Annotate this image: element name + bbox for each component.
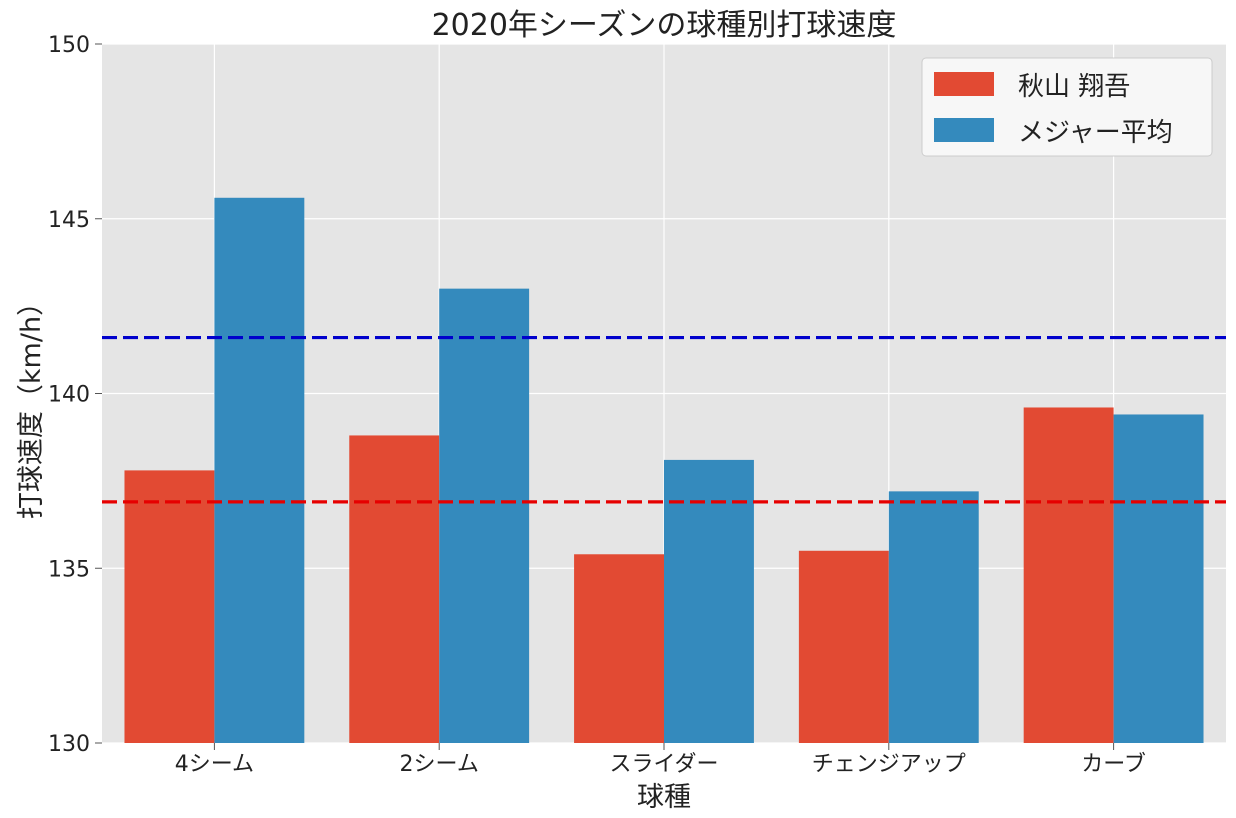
bar-league-average [439, 288, 530, 743]
legend-swatch [934, 72, 994, 96]
legend-label: メジャー平均 [1018, 118, 1173, 148]
bars [124, 197, 1204, 743]
legend-swatch [934, 118, 994, 142]
bar-player [349, 435, 440, 743]
bar-player [798, 550, 889, 743]
y-tick-label: 135 [48, 557, 90, 582]
bar-league-average [888, 491, 979, 743]
bar-player [574, 554, 664, 743]
legend-label: 秋山 翔吾 [1018, 72, 1130, 102]
y-tick-label: 140 [48, 383, 90, 408]
y-tick-label: 130 [48, 732, 90, 757]
x-tick-label: スライダー [609, 752, 718, 777]
x-axis-label: 球種 [637, 782, 691, 813]
bar-player [1023, 407, 1114, 743]
x-tick-label: カーブ [1081, 752, 1146, 777]
y-axis-label: 打球速度（km/h） [16, 289, 47, 519]
y-axis-ticks: 130 135 140 145 150 [48, 33, 102, 757]
bar-league-average [1113, 414, 1204, 743]
y-tick-label: 150 [48, 33, 90, 58]
reference-lines [102, 335, 1226, 504]
legend-box [921, 57, 1213, 157]
bar-player [124, 470, 215, 743]
bar-league-average [214, 197, 305, 743]
x-axis-ticks: 4シーム 2シーム スライダー チェンジアップ カーブ [175, 743, 1146, 777]
chart-title: 2020年シーズンの球種別打球速度 [432, 8, 897, 43]
x-tick-label: 4シーム [175, 752, 254, 777]
x-tick-label: チェンジアップ [812, 752, 966, 777]
y-tick-label: 145 [48, 208, 90, 233]
x-tick-label: 2シーム [400, 752, 479, 777]
bar-league-average [664, 459, 754, 743]
